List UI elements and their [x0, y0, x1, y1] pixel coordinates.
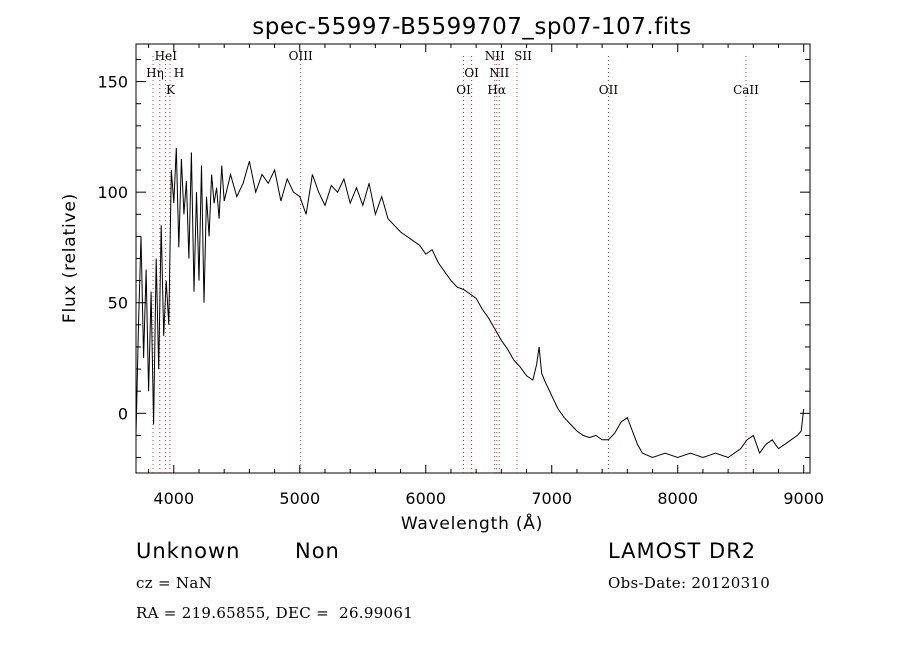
class-label: Unknown [136, 539, 241, 563]
emission-line-markers [152, 56, 747, 473]
line-label-5: OI [464, 66, 479, 80]
plot-frame [135, 43, 811, 474]
y-axis-label: Flux (relative) [60, 193, 80, 323]
line-label-3: K [166, 83, 176, 97]
redshift-readout: cz = NaN [136, 574, 213, 592]
line-label-12: CaII [733, 83, 759, 97]
line-label-8: NII [489, 66, 509, 80]
x-tick-label-2: 6000 [405, 489, 446, 508]
y-tick-label-3: 150 [97, 73, 128, 92]
emission-line-labels: HeI Hη HK OIII OI OI NII NII Hα SII OII CaII [146, 49, 759, 97]
x-tick-label-3: 7000 [531, 489, 572, 508]
line-label-2: H [174, 66, 184, 80]
coordinates-readout: RA = 219.65855, DEC = 26.99061 [136, 604, 414, 622]
line-label-7: NII [485, 49, 505, 63]
x-axis-ticks: 4000 5000 6000 7000 8000 9000 [148, 44, 824, 508]
spectrum-line [135, 147, 805, 459]
y-axis-ticks: 0 50 100 150 [97, 58, 810, 459]
observation-date: Obs-Date: 20120310 [608, 574, 771, 592]
y-tick-label-1: 50 [108, 294, 128, 313]
line-label-11: OII [599, 83, 619, 97]
subclass-label: Non [295, 539, 340, 563]
x-tick-label-1: 5000 [279, 489, 320, 508]
x-tick-label-4: 8000 [657, 489, 698, 508]
y-tick-label-2: 100 [97, 183, 128, 202]
line-label-1: Hη [146, 66, 164, 80]
line-label-0: HeI [155, 49, 178, 63]
chart-title: spec-55997-B5599707_sp07-107.fits [252, 14, 691, 40]
survey-label: LAMOST DR2 [608, 539, 757, 563]
x-tick-label-5: 9000 [783, 489, 824, 508]
x-axis-label: Wavelength (Å) [401, 512, 543, 534]
line-label-10: SII [514, 49, 532, 63]
x-tick-label-0: 4000 [153, 489, 194, 508]
y-tick-label-0: 0 [118, 404, 128, 423]
line-label-9: Hα [487, 83, 506, 97]
line-label-6: OI [456, 83, 471, 97]
line-label-4: OIII [289, 49, 313, 63]
